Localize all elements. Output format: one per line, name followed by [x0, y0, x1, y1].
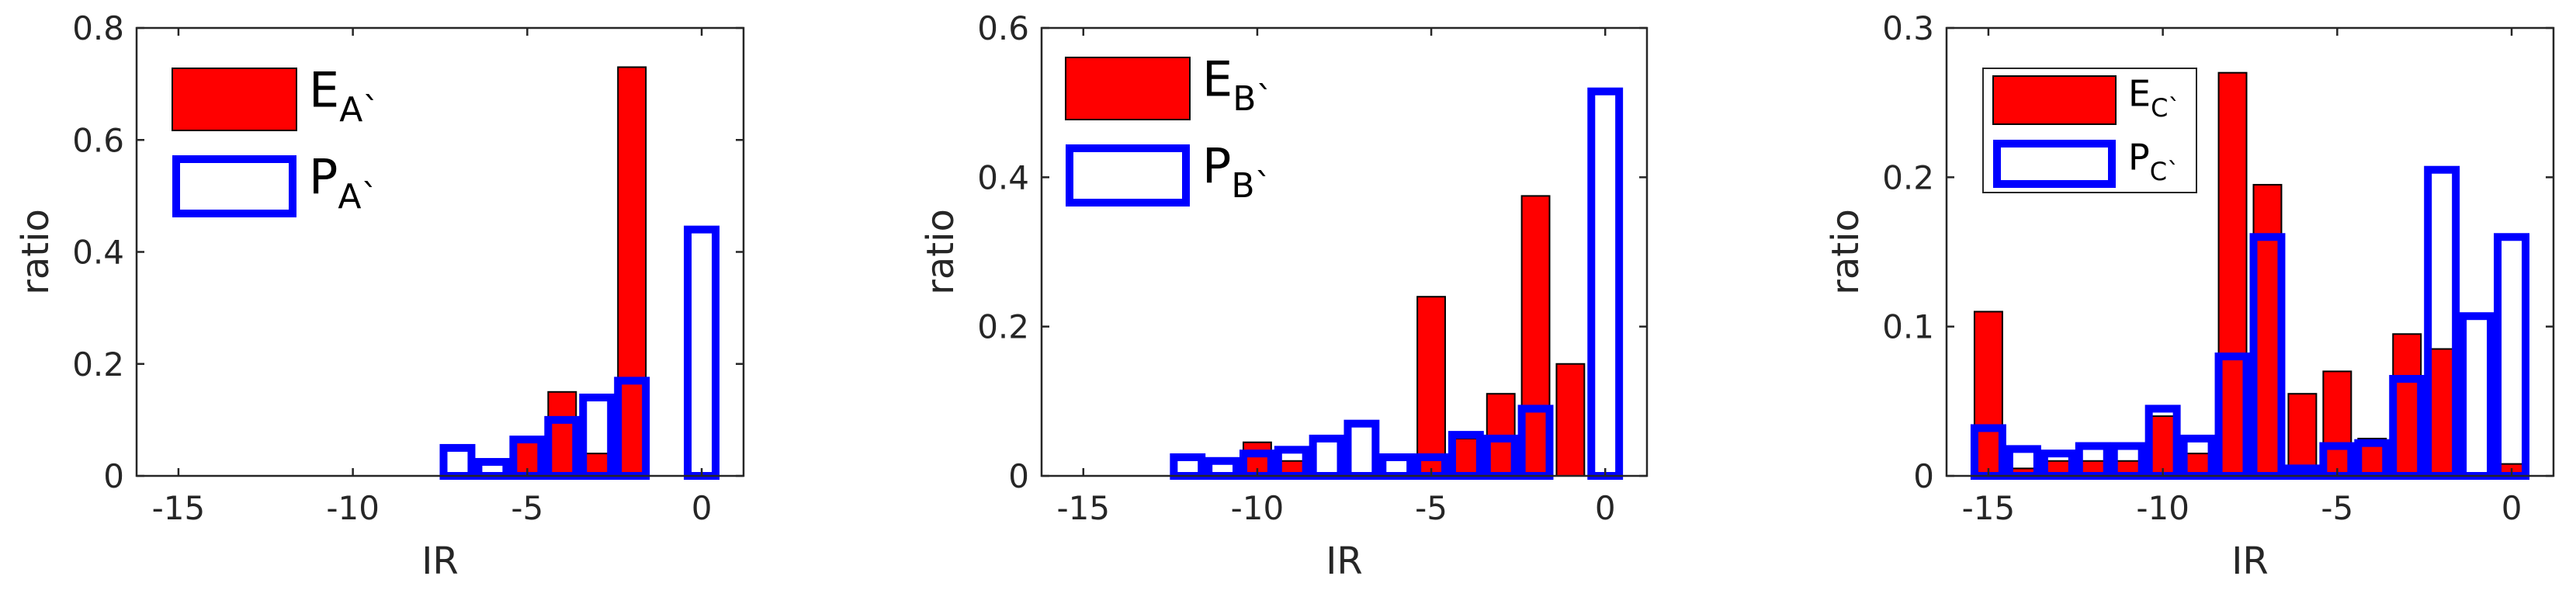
- x-tick-label-3-0: -15: [1962, 489, 2016, 527]
- legend-swatch-e-3: [1992, 75, 2117, 125]
- bar-e-3-10: [2322, 370, 2352, 477]
- legend-swatch-p-3: [1993, 140, 2116, 188]
- y-tick-label-3-1: 0.1: [1882, 308, 1934, 346]
- y-tick-label-1-3: 0.6: [72, 121, 124, 159]
- x-tick-label-2-2: -5: [1415, 489, 1447, 527]
- bar-e-3-8: [2252, 183, 2283, 477]
- legend-swatch-p-2: [1066, 144, 1190, 207]
- x-tick-label-2-3: 0: [1595, 489, 1616, 527]
- legend-1: EA`PA`: [172, 62, 380, 217]
- bar-p-1-9: [474, 457, 511, 480]
- bar-e-3-5: [2148, 415, 2178, 477]
- y-tick-label-2-2: 0.4: [977, 158, 1029, 196]
- legend-label-subscript: A`: [339, 90, 380, 130]
- x-axis-label-1: IR: [421, 540, 459, 583]
- x-tick-label-1-1: -10: [326, 489, 380, 527]
- legend-label-main: P: [309, 149, 338, 206]
- y-axis-label-1: ratio: [14, 209, 57, 295]
- legend-label-main: E: [2128, 72, 2151, 114]
- bar-e-2-13: [1520, 195, 1551, 477]
- legend-label-p-2: PB`: [1202, 138, 1272, 206]
- legend-label-subscript: C`: [2150, 157, 2179, 186]
- legend-label-subscript: A`: [338, 177, 378, 217]
- x-tick-label-1-2: -5: [511, 489, 543, 527]
- x-axis-label-2: IR: [1326, 540, 1363, 583]
- legend-swatch-e-1: [172, 68, 297, 131]
- legend-label-e-2: EB`: [1202, 51, 1273, 119]
- x-tick-label-2-0: -15: [1056, 489, 1110, 527]
- legend-label-p-1: PA`: [309, 149, 379, 217]
- bar-p-2-3: [1170, 453, 1206, 480]
- y-tick-label-1-4: 0.8: [72, 9, 124, 47]
- y-tick-label-1-1: 0.2: [72, 345, 124, 384]
- bar-e-1-11: [547, 390, 577, 477]
- y-tick-label-2-1: 0.2: [977, 308, 1029, 346]
- y-axis-label-2: ratio: [919, 209, 962, 295]
- legend-swatch-e-2: [1065, 57, 1191, 120]
- bar-e-2-14: [1555, 363, 1586, 477]
- bar-e-1-13: [617, 66, 647, 477]
- x-tick-label-3-3: 0: [2501, 489, 2522, 527]
- bar-e-3-12: [2392, 333, 2422, 477]
- legend-label-subscript: B`: [1231, 166, 1271, 206]
- bar-p-2-7: [1309, 434, 1345, 481]
- legend-label-e-1: EA`: [309, 62, 380, 130]
- legend-label-main: E: [309, 62, 339, 119]
- bar-p-2-9: [1378, 453, 1415, 480]
- legend-label-subscript: B`: [1233, 79, 1273, 119]
- legend-label-main: E: [1202, 51, 1233, 108]
- y-tick-label-2-3: 0.6: [977, 9, 1029, 47]
- y-tick-label-2-0: 0: [1008, 457, 1029, 495]
- axes-box-2: [1040, 26, 1649, 477]
- bar-p-2-15: [1587, 87, 1624, 480]
- bar-p-3-15: [2494, 233, 2530, 480]
- bar-p-1-8: [439, 443, 476, 480]
- bar-p-3-14: [2459, 312, 2495, 480]
- legend-label-subscript: C`: [2151, 93, 2180, 123]
- legend-2: EB`PB`: [1065, 51, 1273, 207]
- x-tick-label-3-1: -10: [2136, 489, 2189, 527]
- bar-p-2-8: [1343, 419, 1380, 481]
- x-tick-label-1-0: -15: [152, 489, 206, 527]
- bar-p-1-15: [684, 225, 720, 480]
- legend-label-main: P: [1202, 138, 1231, 195]
- axes-box-3: [1945, 26, 2555, 477]
- y-tick-label-3-0: 0: [1913, 457, 1934, 495]
- legend-label-main: P: [2128, 136, 2150, 178]
- bar-e-2-10: [1416, 296, 1447, 477]
- legend-swatch-p-1: [172, 155, 296, 217]
- bar-e-3-9: [2287, 393, 2318, 477]
- bar-e-3-13: [2427, 348, 2457, 477]
- y-axis-label-3: ratio: [1824, 209, 1867, 295]
- y-tick-label-3-3: 0.3: [1882, 9, 1934, 47]
- x-axis-label-3: IR: [2231, 540, 2269, 583]
- x-tick-label-3-2: -5: [2321, 489, 2353, 527]
- x-tick-label-2-1: -10: [1231, 489, 1285, 527]
- bar-p-2-4: [1205, 456, 1241, 480]
- bar-e-2-11: [1451, 437, 1481, 477]
- x-tick-label-1-3: 0: [692, 489, 712, 527]
- bar-e-3-7: [2217, 71, 2248, 477]
- legend-3: EC`PC`: [1982, 68, 2197, 193]
- bar-p-3-9: [2284, 464, 2321, 481]
- y-tick-label-1-0: 0: [103, 457, 124, 495]
- y-tick-label-3-2: 0.2: [1882, 158, 1934, 196]
- legend-label-p-3: PC`: [2128, 136, 2179, 186]
- bar-e-3-0: [1973, 311, 2003, 477]
- legend-label-e-3: EC`: [2128, 72, 2180, 122]
- y-tick-label-1-2: 0.4: [72, 234, 124, 272]
